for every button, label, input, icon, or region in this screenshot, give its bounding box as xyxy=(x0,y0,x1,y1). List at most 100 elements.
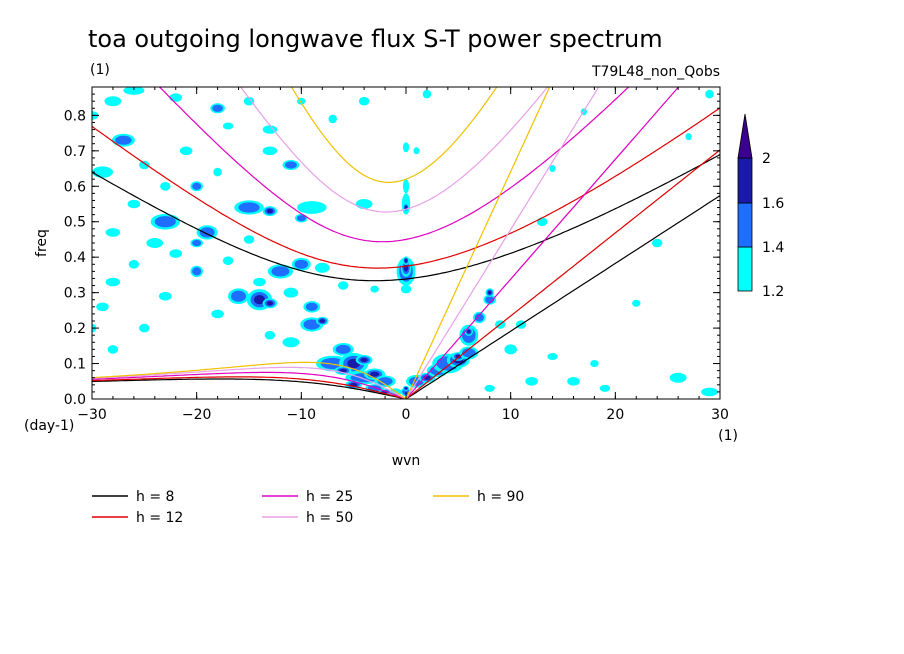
y-tick-label: 0.1 xyxy=(64,357,86,373)
contour-blob xyxy=(405,260,407,262)
contour-blob xyxy=(632,299,641,307)
legend-label: h = 50 xyxy=(306,510,353,526)
x-tick-label: −30 xyxy=(77,407,107,423)
contour-blob xyxy=(319,319,326,323)
contour-blob xyxy=(104,96,122,107)
colorbar-segment xyxy=(737,246,753,292)
contour-blob xyxy=(192,267,202,276)
contour-blob xyxy=(339,368,347,373)
x-tick-label: 0 xyxy=(402,407,411,423)
kelvin-curve-h90 xyxy=(405,87,551,399)
contour-blob xyxy=(328,114,337,124)
ig-curve-h8 xyxy=(92,153,720,282)
contour-blob xyxy=(685,133,692,141)
contour-blob xyxy=(402,142,410,153)
contour-blob xyxy=(474,313,484,322)
y-tick-label: 0.8 xyxy=(64,108,86,124)
kelvin-curve-h50 xyxy=(405,87,600,399)
contour-blob xyxy=(320,357,345,370)
contour-blob xyxy=(652,238,663,248)
units-label: (1) xyxy=(90,62,110,78)
contour-blob xyxy=(485,296,495,304)
chart-title: toa outgoing longwave flux S-T power spe… xyxy=(88,25,663,53)
run-label: T79L48_non_Qobs xyxy=(591,64,720,80)
contour-blob xyxy=(179,146,193,156)
contour-blob xyxy=(159,291,172,301)
ig-curve-h90 xyxy=(290,87,498,183)
contour-blob xyxy=(422,89,432,99)
contour-blob xyxy=(253,277,266,287)
x-tick-label: 30 xyxy=(711,407,729,423)
contour-blob xyxy=(400,284,412,294)
contour-blob xyxy=(243,96,255,106)
contour-blob xyxy=(547,353,558,360)
y-tick-label: 0.5 xyxy=(64,215,86,231)
rossby-curve-h8 xyxy=(92,378,407,399)
contour-blob xyxy=(115,135,132,145)
rossby-curve-h50 xyxy=(92,366,407,399)
contour-blob xyxy=(296,215,306,222)
legend: h = 8 h = 12 h = 25 h = 50 h = 90 xyxy=(92,489,524,526)
contour-blob xyxy=(254,295,265,305)
y-tick-label: 0.0 xyxy=(64,392,86,408)
spectrum-contours xyxy=(92,87,718,397)
ig-curve-h12 xyxy=(92,107,720,269)
contour-blob xyxy=(160,182,171,191)
contour-blob xyxy=(268,302,272,305)
colorbar-label: 2 xyxy=(762,151,771,167)
colorbar-label: 1.6 xyxy=(762,196,784,212)
ig-curve-h25 xyxy=(158,87,630,243)
contour-blob xyxy=(211,309,224,319)
contour-blob xyxy=(266,208,274,214)
contour-blob xyxy=(96,302,109,312)
kelvin-curve-h8 xyxy=(405,195,720,399)
colorbar-label: 1.2 xyxy=(762,284,784,300)
y-tick-label: 0.2 xyxy=(64,321,86,337)
contour-blob xyxy=(107,345,119,354)
contour-blob xyxy=(146,238,164,248)
rossby-curve-h12 xyxy=(92,376,407,399)
legend-label: h = 8 xyxy=(136,489,174,505)
contour-blob xyxy=(192,182,202,190)
contour-blob xyxy=(338,281,349,290)
contour-blob xyxy=(169,249,182,258)
contour-blob xyxy=(238,202,260,213)
contour-blob xyxy=(262,125,278,134)
contour-blob xyxy=(462,348,476,358)
contour-blob xyxy=(271,266,290,277)
x-tick-label: −10 xyxy=(287,407,317,423)
contour-blob xyxy=(525,377,538,386)
colorbar-triangle xyxy=(737,113,753,159)
contour-blob xyxy=(701,387,718,397)
contour-blob xyxy=(536,217,548,226)
contour-blob xyxy=(305,302,318,311)
plot-frame xyxy=(91,86,721,400)
contour-blob xyxy=(262,146,278,156)
contour-blob xyxy=(370,371,380,377)
contour-blob xyxy=(139,160,150,170)
contour-blob xyxy=(303,319,321,330)
contour-blob xyxy=(504,344,517,355)
legend-label: h = 25 xyxy=(306,489,353,505)
contour-blob xyxy=(127,199,141,209)
y-axis-label: freq xyxy=(34,229,50,257)
contour-blob xyxy=(105,277,121,287)
y-unit-label: (day-1) xyxy=(24,418,74,434)
contour-blob xyxy=(123,87,145,95)
contour-blob xyxy=(282,337,300,348)
contour-blob xyxy=(402,179,410,194)
contour-blob xyxy=(199,227,215,238)
contour-blob xyxy=(403,263,409,272)
contour-blob xyxy=(413,147,420,155)
contour-blob xyxy=(405,388,407,389)
contour-blob xyxy=(128,260,140,269)
contour-blob xyxy=(315,262,330,273)
colorbar-segment xyxy=(737,202,753,248)
contour-blob xyxy=(284,161,297,169)
contour-blob xyxy=(297,201,327,214)
rossby-curve-h90 xyxy=(92,361,407,399)
dispersion-curves xyxy=(92,87,720,399)
contour-blob xyxy=(335,344,351,354)
contour-blob xyxy=(370,285,379,293)
contour-blob xyxy=(213,167,222,177)
